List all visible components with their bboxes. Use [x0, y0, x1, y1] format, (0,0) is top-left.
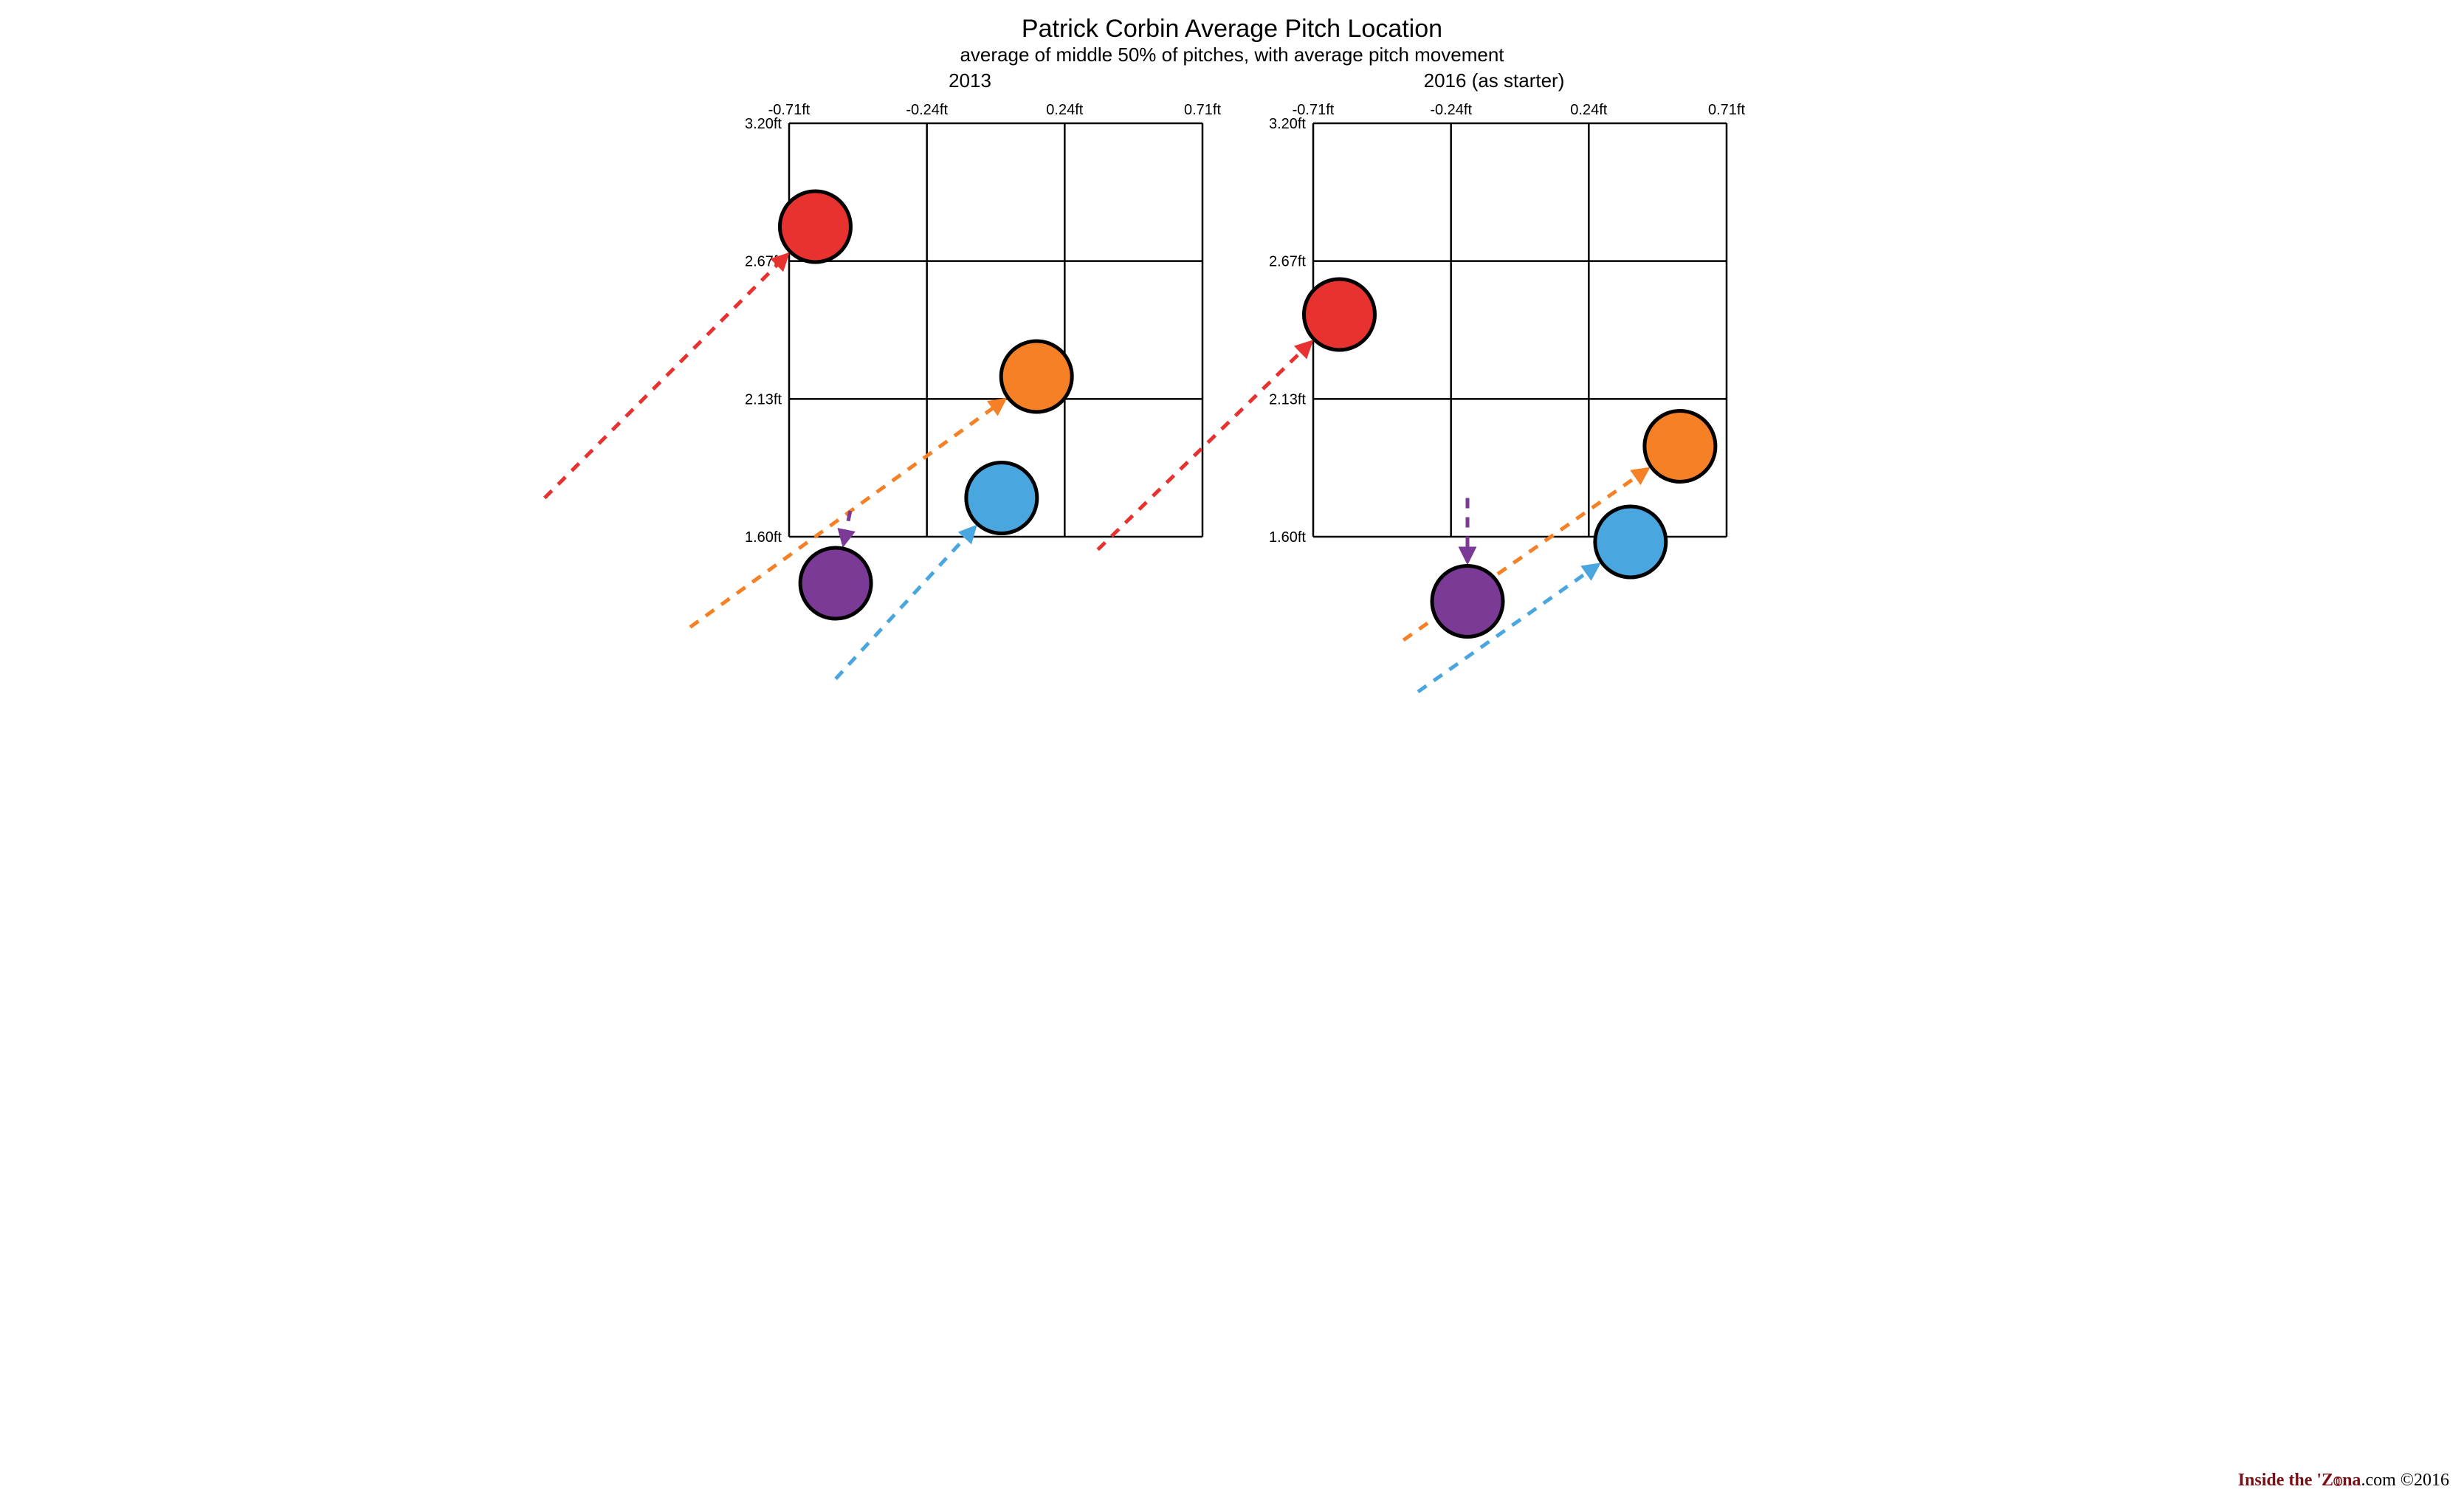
credit-text: Inside the — [2238, 1471, 2317, 1490]
pitch-marker-curveball — [1432, 566, 1503, 637]
title-block: Patrick Corbin Average Pitch Location av… — [15, 15, 2449, 66]
credit-suffix: .com ©2016 — [2361, 1471, 2449, 1490]
credit-outline: o — [2333, 1471, 2342, 1490]
x-tick-label: 0.24ft — [1570, 102, 1607, 118]
y-tick-label: 2.67ft — [1269, 254, 1306, 270]
chart-subtitle: average of middle 50% of pitches, with a… — [15, 44, 2449, 66]
pitch-marker-slider — [966, 463, 1037, 534]
pitch-marker-curveball — [800, 548, 871, 619]
y-tick-label: 3.20ft — [745, 116, 782, 132]
panel-title: 2013 — [723, 69, 1217, 92]
y-tick-label: 3.20ft — [1269, 116, 1306, 132]
chart-title: Patrick Corbin Average Pitch Location — [15, 15, 2449, 44]
panel-svg: -0.71ft-0.24ft0.24ft0.71ft3.20ft2.67ft2.… — [1247, 94, 1741, 551]
y-tick-label: 1.60ft — [745, 529, 782, 546]
y-tick-label: 1.60ft — [1269, 529, 1306, 546]
pitch-marker-slider — [1595, 506, 1666, 577]
x-tick-label: 0.71ft — [1708, 102, 1745, 118]
y-tick-label: 2.13ft — [745, 391, 782, 408]
charts-row: 2013-0.71ft-0.24ft0.24ft0.71ft3.20ft2.67… — [15, 69, 2449, 555]
credit-accent: 'Z — [2316, 1471, 2333, 1490]
credit-text2: na — [2342, 1471, 2361, 1490]
panel: 2016 (as starter)-0.71ft-0.24ft0.24ft0.7… — [1247, 69, 1741, 555]
y-tick-label: 2.13ft — [1269, 391, 1306, 408]
credit-line: Inside the 'Zona.com ©2016 — [2238, 1471, 2449, 1491]
pitch-marker-fastball — [780, 191, 850, 262]
panel-title: 2016 (as starter) — [1247, 69, 1741, 92]
pitch-marker-changeup — [1645, 411, 1715, 482]
x-tick-label: -0.24ft — [1430, 102, 1472, 118]
x-tick-label: 0.71ft — [1184, 102, 1221, 118]
movement-arrow-fastball — [545, 255, 788, 498]
pitch-marker-changeup — [1001, 341, 1072, 412]
panel-svg: -0.71ft-0.24ft0.24ft0.71ft3.20ft2.67ft2.… — [723, 94, 1217, 551]
x-tick-label: -0.24ft — [906, 102, 948, 118]
pitch-marker-fastball — [1304, 279, 1374, 350]
x-tick-label: 0.24ft — [1046, 102, 1083, 118]
panel: 2013-0.71ft-0.24ft0.24ft0.71ft3.20ft2.67… — [723, 69, 1217, 555]
